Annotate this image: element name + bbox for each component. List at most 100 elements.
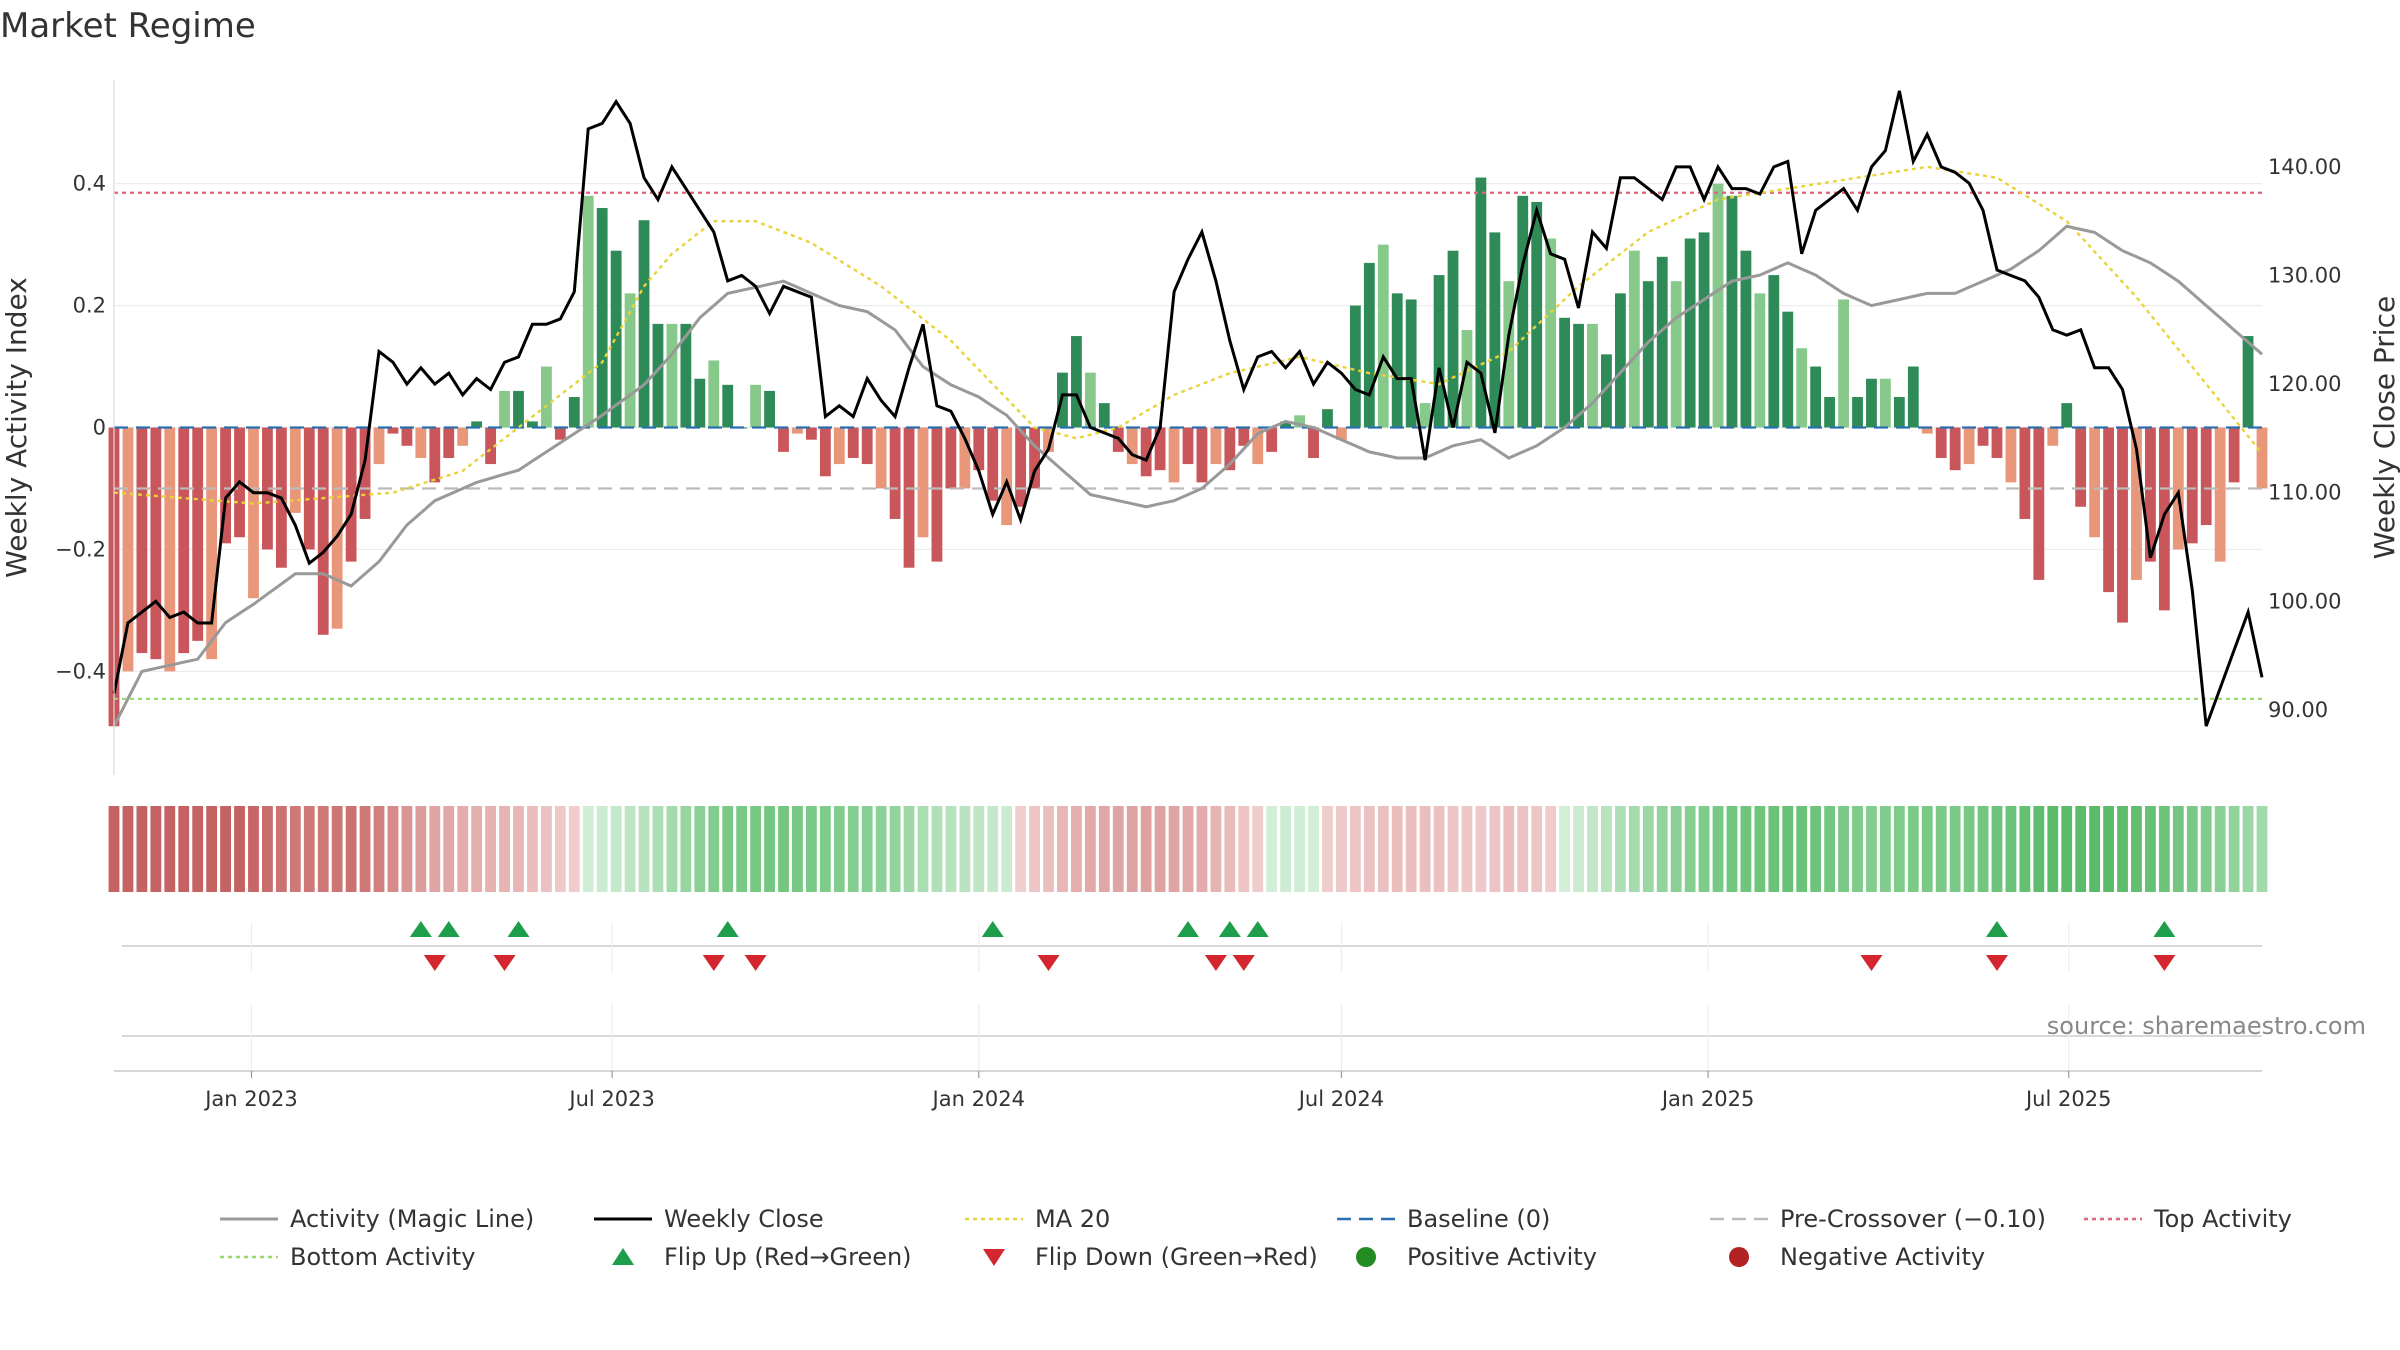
activity-bar <box>1015 427 1027 507</box>
regime-cell <box>638 806 650 892</box>
activity-bar <box>1098 403 1110 428</box>
activity-bar <box>1614 293 1626 428</box>
regime-cell <box>2172 806 2184 892</box>
regime-cell <box>1238 806 1250 892</box>
magic-line <box>112 224 2263 727</box>
legend-item: Flip Up (Red→Green) <box>612 1243 912 1271</box>
activity-bar <box>345 427 357 562</box>
legend-label: Pre-Crossover (−0.10) <box>1780 1205 2046 1233</box>
regime-cell <box>1084 806 1096 892</box>
flip-down-marker <box>493 955 516 971</box>
activity-bar <box>861 427 873 465</box>
legend-label: Negative Activity <box>1780 1243 1985 1271</box>
activity-bar <box>568 397 580 428</box>
regime-cell <box>987 806 999 892</box>
activity-bar <box>1140 427 1152 477</box>
activity-bar <box>2047 427 2059 446</box>
activity-bar <box>2075 427 2087 507</box>
activity-bar <box>513 390 524 428</box>
regime-cell <box>1907 806 1919 892</box>
activity-bar <box>2131 427 2142 580</box>
regime-cell <box>1684 806 1696 892</box>
flip-down-marker <box>1232 955 1255 971</box>
regime-cell <box>959 806 971 892</box>
activity-bar <box>903 427 915 568</box>
activity-bar <box>1559 317 1571 428</box>
regime-cell <box>527 806 538 892</box>
activity-bar <box>1963 427 1975 465</box>
regime-cell <box>1628 806 1640 892</box>
regime-cell <box>1280 806 1292 892</box>
activity-bar <box>1210 427 1222 465</box>
activity-bar <box>303 427 315 550</box>
regime-cell <box>1614 806 1626 892</box>
regime-cell <box>2186 806 2198 892</box>
regime-cell <box>2061 806 2073 892</box>
regime-cell <box>1935 806 1947 892</box>
regime-cell <box>582 806 594 892</box>
regime-cell <box>1573 806 1584 892</box>
legend-swatch <box>1356 1247 1376 1267</box>
flip-up-marker <box>981 921 1004 937</box>
regime-cell <box>1810 806 1822 892</box>
activity-bar <box>1949 427 1961 471</box>
regime-cell <box>666 806 678 892</box>
legend-label: Bottom Activity <box>290 1243 475 1271</box>
activity-bar <box>2228 427 2240 483</box>
y-tick-label: 0.2 <box>73 294 106 318</box>
flip-down-marker <box>1985 955 2008 971</box>
activity-bar <box>1698 232 1710 428</box>
legend-item: Top Activity <box>2084 1205 2292 1233</box>
activity-bar <box>2089 427 2101 538</box>
flip-down-marker <box>744 955 767 971</box>
regime-cell <box>1796 806 1808 892</box>
regime-cell <box>540 806 552 892</box>
activity-bar <box>429 427 441 483</box>
regime-cell <box>792 806 803 892</box>
regime-cell <box>122 806 134 892</box>
reference-lines <box>114 191 2262 700</box>
activity-bar <box>1029 427 1040 489</box>
activity-bar <box>359 427 371 519</box>
regime-cell <box>513 806 524 892</box>
flip-down-marker <box>1204 955 1227 971</box>
regime-cell <box>164 806 176 892</box>
chart-title: Market Regime <box>0 6 256 46</box>
regime-cell <box>1182 806 1194 892</box>
regime-cell <box>2005 806 2017 892</box>
activity-bar <box>1517 195 1529 428</box>
x-tick-label: Jan 2024 <box>931 1087 1026 1111</box>
flip-down-marker <box>1860 955 1883 971</box>
activity-bar <box>1768 275 1780 428</box>
activity-bar <box>750 384 762 428</box>
regime-cell <box>708 806 720 892</box>
legend-label: MA 20 <box>1035 1205 1110 1233</box>
activity-bar <box>1977 427 1989 446</box>
activity-bar <box>457 427 469 446</box>
activity-bar <box>1907 366 1919 428</box>
activity-bar <box>1280 421 1292 428</box>
x-axis: Jan 2023 Jul 2023 Jan 2024 Jul 2024 Jan 2025… <box>114 1070 2262 1111</box>
activity-bar <box>624 293 636 428</box>
regime-cell <box>1252 806 1264 892</box>
activity-bar <box>931 427 943 562</box>
legend-swatch <box>612 1248 634 1265</box>
regime-cell <box>220 806 231 892</box>
regime-cell <box>1768 806 1780 892</box>
activity-bar <box>1461 329 1473 428</box>
regime-cell <box>1656 806 1668 892</box>
legend-label: Flip Down (Green→Red) <box>1035 1243 1318 1271</box>
activity-bar <box>1531 201 1543 428</box>
regime-cell <box>2200 806 2212 892</box>
x-tick-label: Jan 2025 <box>1660 1087 1755 1111</box>
regime-cell <box>2117 806 2128 892</box>
regime-cell <box>1642 806 1654 892</box>
regime-cell <box>1126 806 1138 892</box>
activity-bar <box>1642 281 1654 428</box>
regime-cell <box>1057 806 1068 892</box>
regime-cell <box>1377 806 1389 892</box>
activity-bar <box>164 427 176 672</box>
regime-cell <box>2228 806 2240 892</box>
legend-label: Activity (Magic Line) <box>290 1205 534 1233</box>
y2-tick-label: 90.00 <box>2268 698 2328 722</box>
